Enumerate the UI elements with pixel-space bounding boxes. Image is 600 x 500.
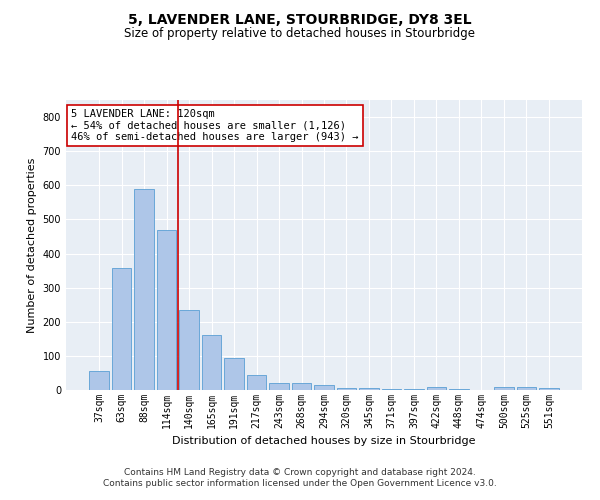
Bar	[539, 388, 559, 390]
Bar	[427, 386, 446, 390]
Bar	[134, 188, 154, 390]
Text: 5 LAVENDER LANE: 120sqm
← 54% of detached houses are smaller (1,126)
46% of semi: 5 LAVENDER LANE: 120sqm ← 54% of detache…	[71, 108, 359, 142]
Bar	[269, 383, 289, 390]
Bar	[112, 268, 131, 390]
Text: 5, LAVENDER LANE, STOURBRIDGE, DY8 3EL: 5, LAVENDER LANE, STOURBRIDGE, DY8 3EL	[128, 12, 472, 26]
Text: Size of property relative to detached houses in Stourbridge: Size of property relative to detached ho…	[125, 28, 476, 40]
Bar	[494, 386, 514, 390]
Bar	[337, 388, 356, 390]
Bar	[292, 383, 311, 390]
Y-axis label: Number of detached properties: Number of detached properties	[27, 158, 37, 332]
Bar	[202, 334, 221, 390]
Bar	[382, 389, 401, 390]
Bar	[517, 386, 536, 390]
Bar	[247, 375, 266, 390]
Bar	[89, 371, 109, 390]
X-axis label: Distribution of detached houses by size in Stourbridge: Distribution of detached houses by size …	[172, 436, 476, 446]
Bar	[314, 385, 334, 390]
Bar	[157, 230, 176, 390]
Bar	[359, 388, 379, 390]
Bar	[179, 310, 199, 390]
Text: Contains HM Land Registry data © Crown copyright and database right 2024.
Contai: Contains HM Land Registry data © Crown c…	[103, 468, 497, 487]
Bar	[224, 358, 244, 390]
